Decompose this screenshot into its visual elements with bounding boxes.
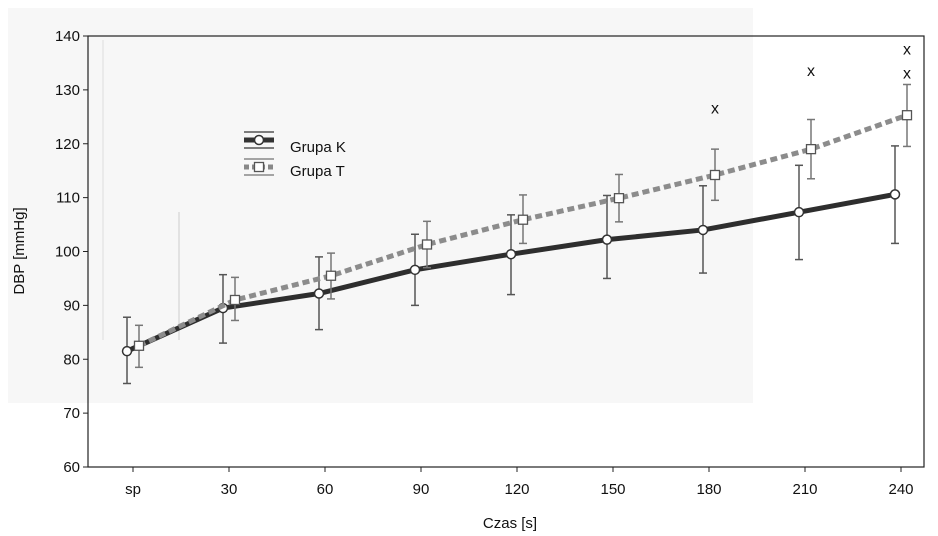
data-point-grupa-t [133,340,145,351]
significance-marker: x [711,101,719,118]
data-point-grupa-t [805,143,817,155]
data-point-grupa-k [889,189,901,200]
data-point-grupa-k [601,234,613,245]
y-tick-label: 70 [63,405,80,422]
y-tick-label: 130 [55,82,80,99]
x-axis-label: Czas [s] [483,515,537,532]
y-tick-label: 80 [63,351,80,368]
x-tick-label: 30 [221,481,238,498]
x-tick-label: 210 [792,481,817,498]
data-point-grupa-k [793,206,805,218]
data-point-grupa-k [121,345,133,357]
plot-area: 60 70 80 90 100 110 120 130 140 sp 30 60 90 120 150 180… [55,28,925,498]
legend: Grupa K Grupa T [244,131,346,180]
data-point-grupa-k [505,248,517,260]
data-point-grupa-t [421,239,433,250]
x-tick-label: 120 [504,481,529,498]
legend-label-grupa-t: Grupa T [290,163,345,180]
x-tick-label: 240 [888,481,913,498]
significance-marker: x [903,41,911,58]
y-tick-label: 60 [63,459,80,476]
legend-circle-marker [253,134,265,146]
legend-item-grupa-k: Grupa K [244,131,346,156]
legend-item-grupa-t: Grupa T [244,158,345,180]
y-axis-label: DBP [mmHg] [11,207,28,294]
x-tick-label: 180 [696,481,721,498]
y-tick-label: 120 [55,136,80,153]
legend-square-marker [253,161,265,173]
data-point-grupa-t [709,169,721,181]
data-point-grupa-t [517,214,529,225]
y-tick-label: 140 [55,28,80,45]
y-tick-label: 100 [55,244,80,261]
data-point-grupa-k [409,264,421,276]
x-tick-label: sp [125,481,141,498]
data-point-grupa-k [313,288,325,299]
significance-marker: x [807,63,815,80]
significance-marker: x [903,66,911,83]
x-tick-label: 90 [413,481,430,498]
data-point-grupa-t [229,294,241,306]
y-tick-label: 110 [56,190,80,207]
y-tick-label: 90 [63,297,80,314]
background-shade [8,8,753,403]
data-point-grupa-t [325,270,337,281]
legend-label-grupa-k: Grupa K [290,139,346,156]
data-point-grupa-t [901,110,913,121]
x-tick-label: 60 [317,481,334,498]
data-point-grupa-k [697,224,709,236]
data-point-grupa-t [613,193,625,204]
x-tick-label: 150 [600,481,625,498]
